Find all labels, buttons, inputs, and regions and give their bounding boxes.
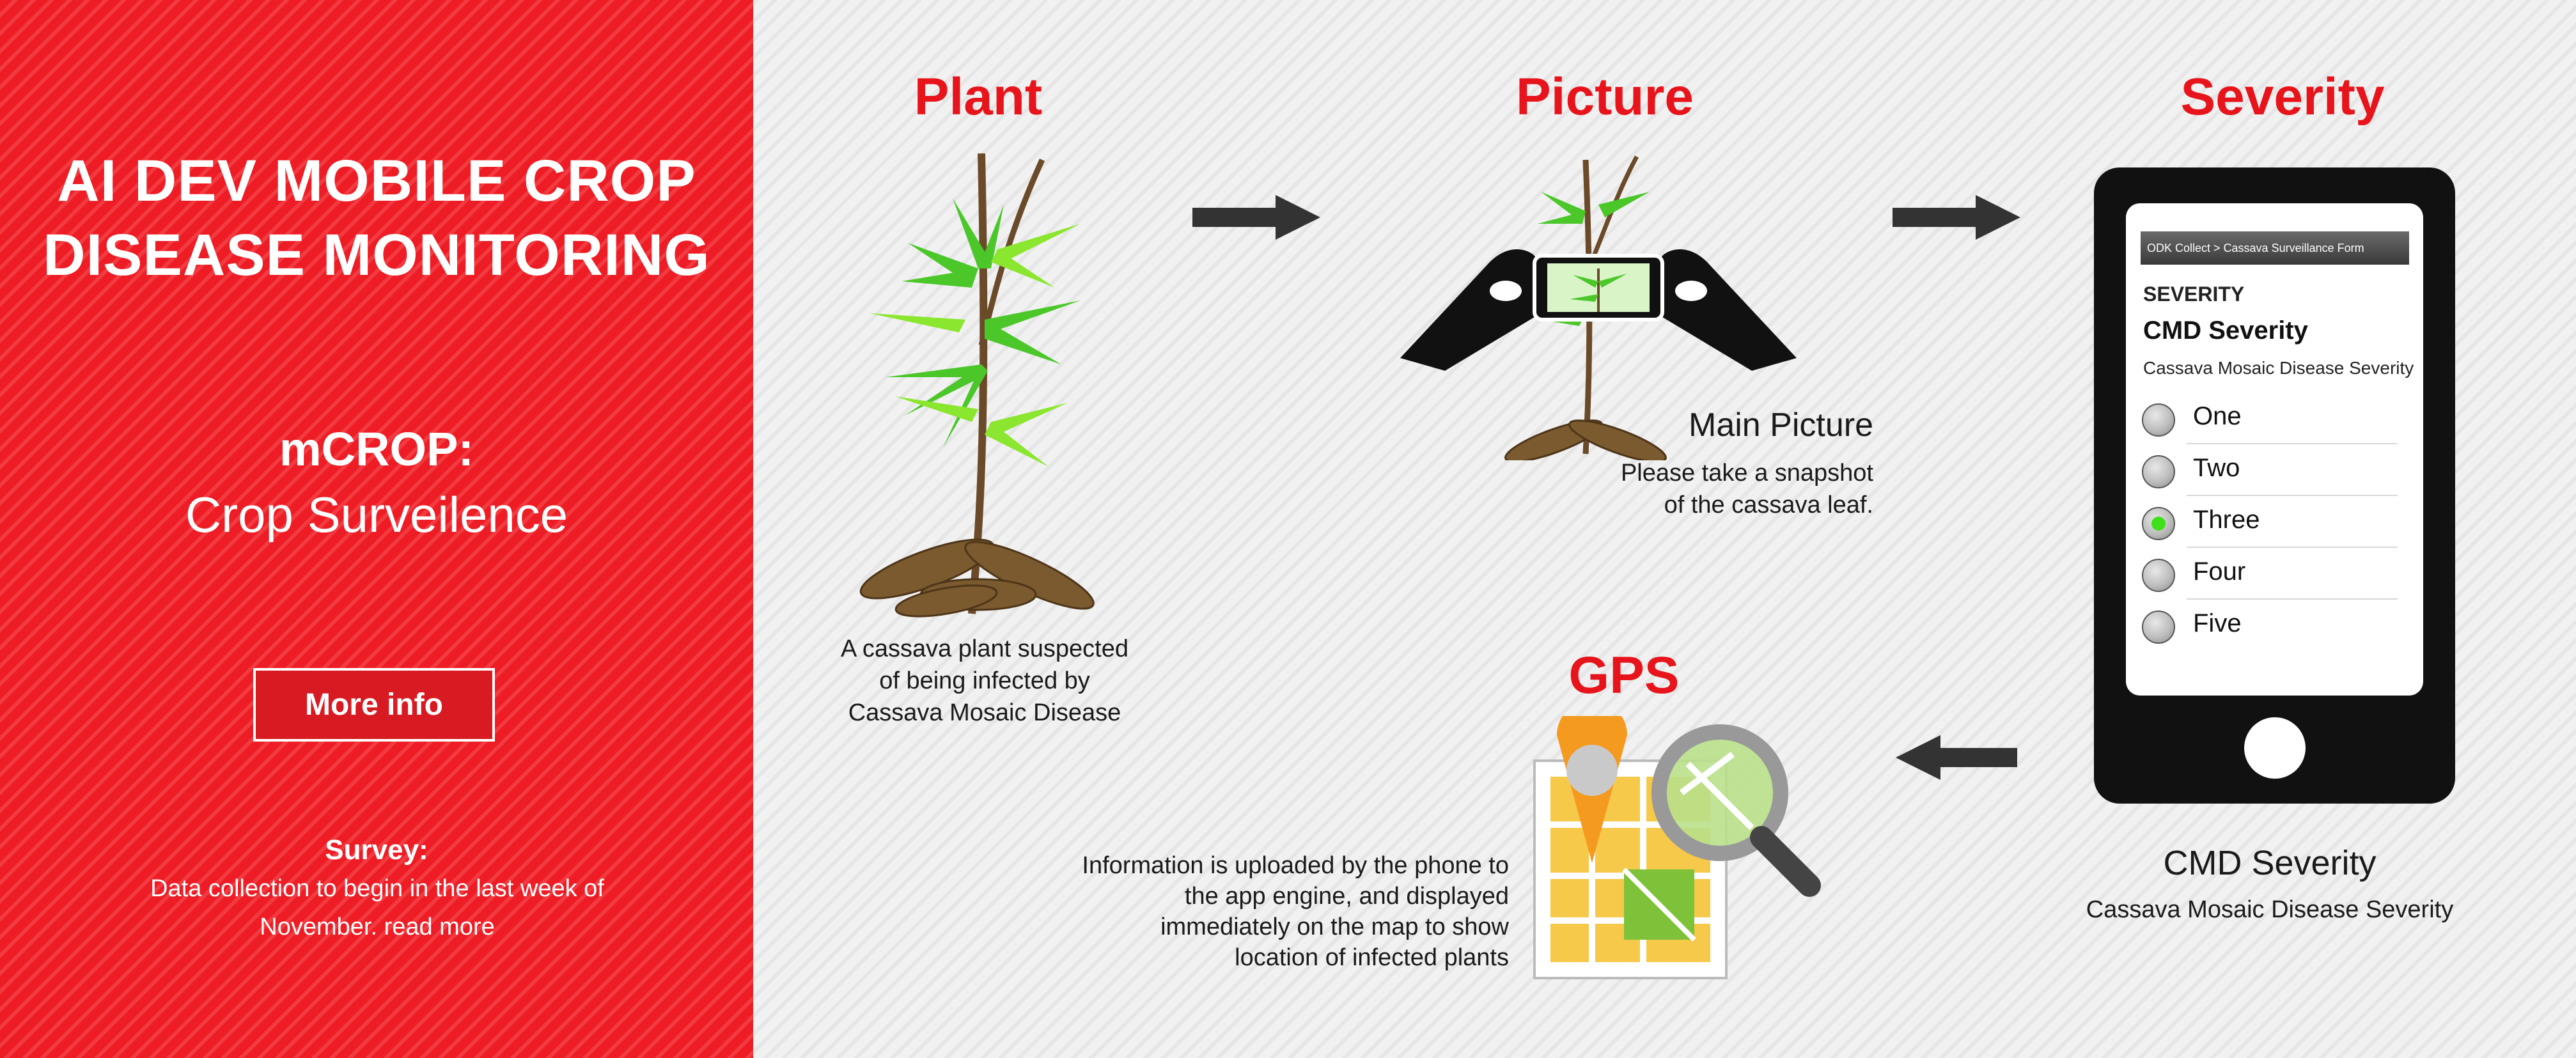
severity-option-five[interactable]: Five: [2142, 602, 2398, 651]
plant-caption-line-1: A cassava plant suspected: [841, 635, 1128, 662]
survey-title: Survey:: [325, 834, 428, 866]
radio-button[interactable]: [2142, 559, 2175, 592]
gps-caption-line-1: Information is uploaded by the phone to: [1082, 852, 1509, 879]
app-name: mCROP:: [279, 423, 474, 476]
option-label: Two: [2193, 454, 2240, 482]
gps-caption-line-2: the app engine, and displayed: [1184, 883, 1509, 910]
phone-screen: [2126, 203, 2423, 696]
radio-button[interactable]: [2142, 611, 2175, 644]
severity-option-one[interactable]: One: [2142, 394, 2398, 444]
plant-title: Plant: [914, 68, 1043, 126]
arrow-right-icon: [1192, 195, 1320, 240]
gps-caption-line-4: location of infected plants: [1235, 944, 1509, 971]
option-label: Five: [2193, 609, 2242, 637]
option-label: Four: [2193, 557, 2246, 586]
gps-map-magnifier-icon: [1533, 716, 1821, 979]
arrow-right-icon: [1893, 195, 2020, 240]
hands-phone-snapshot-icon: [1400, 155, 1797, 460]
severity-caption-title: CMD Severity: [2163, 844, 2377, 882]
main-picture-label: Main Picture: [1689, 407, 1873, 444]
option-label: Three: [2193, 506, 2260, 534]
plant-caption-line-2: of being infected by: [879, 667, 1090, 694]
headline-line-1: AI DEV MOBILE CROP: [57, 148, 696, 214]
phone-breadcrumb: ODK Collect > Cassava Surveillance Form: [2141, 231, 2409, 265]
promo-panel: AI DEV MOBILE CROP DISEASE MONITORING mC…: [0, 0, 753, 1058]
arrow-left-icon: [1896, 735, 2017, 780]
picture-title: Picture: [1516, 68, 1694, 126]
severity-title: Severity: [2180, 68, 2385, 126]
gps-title: GPS: [1568, 646, 1680, 704]
phone-home-button[interactable]: [2244, 717, 2306, 779]
divider: [2187, 443, 2398, 444]
option-label: One: [2193, 402, 2242, 430]
phone-hint: Cassava Mosaic Disease Severity: [2143, 358, 2414, 378]
headline-line-2: DISEASE MONITORING: [43, 222, 710, 288]
cassava-plant-icon: [859, 153, 1095, 618]
picture-caption-line-2: of the cassava leaf.: [1664, 492, 1873, 518]
picture-caption-line-1: Please take a snapshot: [1620, 460, 1873, 486]
survey-text[interactable]: Data collection to begin in the last wee…: [150, 875, 604, 940]
phone-section-label: SEVERITY: [2143, 283, 2245, 306]
severity-option-two[interactable]: Two: [2142, 446, 2398, 496]
radio-button[interactable]: [2142, 455, 2175, 488]
divider: [2187, 495, 2398, 496]
plant-caption: A cassava plant suspected of being infec…: [825, 633, 1144, 729]
radio-button[interactable]: [2142, 507, 2175, 540]
app-tagline: Crop Surveilence: [185, 486, 568, 543]
severity-option-four[interactable]: Four: [2142, 550, 2398, 600]
gps-caption-line-3: immediately on the map to show: [1160, 914, 1509, 940]
more-info-button[interactable]: More info: [253, 668, 495, 742]
severity-option-three[interactable]: Three: [2142, 498, 2398, 548]
phone-question: CMD Severity: [2143, 316, 2308, 345]
severity-caption-sub: Cassava Mosaic Disease Severity: [2086, 896, 2454, 923]
picture-caption: Please take a snapshot of the cassava le…: [1547, 457, 1873, 521]
divider: [2187, 598, 2398, 600]
plant-caption-line-3: Cassava Mosaic Disease: [848, 699, 1121, 726]
radio-button[interactable]: [2142, 403, 2175, 437]
divider: [2187, 547, 2398, 548]
gps-caption: Information is uploaded by the phone to …: [985, 850, 1509, 973]
headline: AI DEV MOBILE CROP DISEASE MONITORING: [0, 144, 753, 292]
